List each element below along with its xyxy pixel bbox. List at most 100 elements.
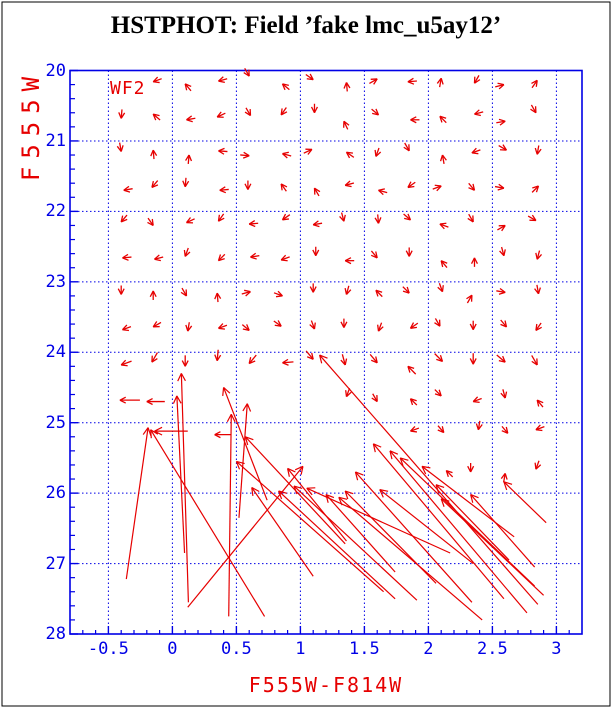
x-tick-label: -0.5	[87, 639, 129, 659]
small-arrow-head	[473, 257, 479, 264]
small-arrow-head	[536, 254, 543, 260]
small-arrow-head	[123, 185, 130, 191]
small-arrow-shaft	[241, 324, 250, 331]
small-arrow-head	[151, 358, 158, 363]
small-arrow-head	[501, 225, 506, 232]
long-arrow-head	[154, 426, 163, 432]
small-arrow-head	[440, 78, 444, 85]
small-arrow-head	[445, 470, 449, 477]
long-arrow-shaft	[223, 387, 268, 501]
small-arrow-head	[282, 83, 289, 86]
long-arrow-shaft	[338, 496, 483, 621]
long-arrow-head	[142, 427, 149, 435]
long-arrow-head	[440, 498, 445, 507]
small-arrow-head	[345, 289, 352, 295]
small-arrow-shaft	[152, 150, 155, 160]
long-arrow-head	[244, 436, 249, 446]
small-arrow-shaft	[282, 214, 291, 221]
small-arrow-head	[535, 323, 538, 331]
small-arrow-shaft	[345, 285, 350, 295]
small-arrow-head	[378, 189, 384, 196]
small-arrow-head	[181, 360, 186, 367]
long-arrow-head	[251, 487, 254, 496]
small-arrow-head	[214, 292, 218, 300]
small-arrow-shaft	[536, 250, 541, 260]
small-arrow-head	[437, 286, 443, 293]
small-arrow-head	[440, 260, 444, 268]
small-arrow-head	[122, 257, 129, 261]
small-arrow-head	[343, 214, 346, 222]
small-arrow-head	[306, 356, 314, 360]
small-arrow-head	[146, 398, 153, 403]
small-arrow-head	[344, 287, 348, 295]
small-arrow-head	[116, 145, 122, 152]
small-arrow-head	[345, 82, 351, 89]
small-arrow-head	[500, 323, 507, 328]
small-arrow-shaft	[184, 247, 189, 257]
small-arrow-shaft	[536, 399, 544, 408]
small-arrow-head	[218, 327, 226, 330]
small-arrow-shaft	[123, 188, 133, 191]
small-arrow-head	[248, 220, 256, 225]
small-arrow-shaft	[186, 117, 196, 121]
small-arrow-head	[247, 183, 252, 190]
small-arrow-head	[120, 359, 127, 366]
small-arrow-head	[375, 289, 383, 293]
long-arrow-head	[345, 490, 354, 495]
small-arrow-shaft	[152, 113, 161, 121]
small-arrow-shaft	[370, 250, 378, 259]
small-arrow-head	[370, 359, 378, 364]
small-arrow-head	[434, 322, 441, 327]
small-arrow-head	[121, 364, 128, 367]
small-arrow-shaft	[410, 398, 418, 406]
small-arrow-head	[154, 254, 160, 260]
small-arrow-shaft	[218, 324, 228, 329]
small-arrow-head	[500, 473, 506, 479]
small-arrow-head	[184, 83, 192, 88]
small-arrow-head	[344, 257, 352, 262]
long-arrow-head	[338, 496, 348, 500]
small-arrow-shaft	[472, 397, 482, 403]
small-arrow-shaft	[248, 354, 257, 364]
small-arrow-head	[280, 183, 288, 188]
long-arrow-head	[154, 430, 163, 436]
small-arrow-head	[250, 252, 257, 258]
long-arrow-shaft	[421, 465, 515, 538]
small-arrow-shaft	[494, 185, 505, 189]
small-arrow-shaft	[152, 321, 162, 328]
small-arrow-shaft	[218, 253, 226, 262]
long-arrow-head	[245, 436, 254, 441]
x-tick-label: 0.5	[221, 639, 252, 659]
small-arrow-shaft	[340, 212, 345, 222]
small-arrow-shaft	[305, 350, 314, 360]
small-arrow-shaft	[375, 147, 380, 157]
small-arrow-head	[406, 286, 410, 294]
small-arrow-shaft	[120, 214, 128, 223]
small-arrow-head	[219, 189, 227, 194]
long-arrow-shaft	[176, 395, 186, 554]
small-arrow-shaft	[218, 150, 228, 153]
long-arrow-head	[373, 443, 382, 448]
small-arrow-head	[117, 288, 122, 295]
small-arrow-head	[375, 290, 379, 297]
small-arrow-head	[120, 215, 124, 223]
chart-title: HSTPHOT: Field ’fake lmc_u5ay12’	[110, 12, 502, 39]
small-arrow-head	[154, 258, 161, 262]
small-arrow-head	[218, 76, 224, 82]
small-arrow-head	[474, 79, 481, 84]
small-arrow-shaft	[531, 355, 538, 366]
small-arrow-head	[248, 357, 252, 364]
long-arrow-head	[389, 450, 399, 455]
long-arrow-head	[223, 387, 231, 394]
small-arrow-head	[410, 119, 417, 124]
small-arrow-shaft	[369, 353, 378, 364]
long-arrow-shaft	[251, 487, 314, 577]
small-arrow-head	[434, 184, 442, 187]
x-tick-label: 2	[423, 639, 434, 659]
small-arrow-head	[537, 287, 542, 294]
small-arrow-head	[218, 258, 225, 262]
small-arrow-head	[188, 154, 193, 162]
y-tick-label: 21	[45, 130, 66, 151]
small-arrow-shaft	[244, 68, 250, 77]
small-arrow-head	[500, 392, 506, 399]
